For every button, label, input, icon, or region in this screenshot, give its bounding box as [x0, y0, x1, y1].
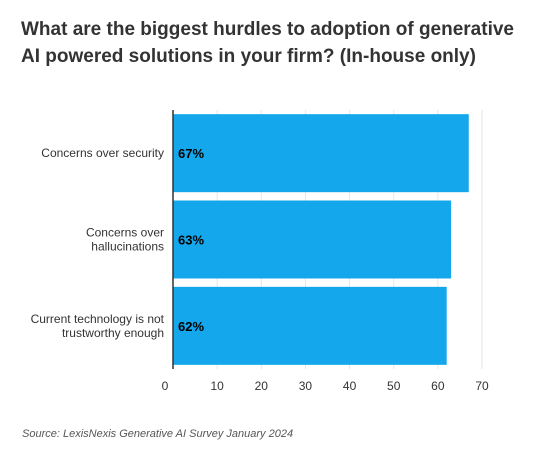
category-label: Concerns over security	[41, 146, 164, 160]
x-tick-label: 0	[162, 379, 169, 393]
x-tick-label: 30	[299, 379, 313, 393]
category-label: Current technology is not trustworthy eno…	[31, 312, 165, 340]
x-tick-labels: 0 10 20 30 40 50 60 70	[162, 379, 489, 393]
x-tick-label: 40	[343, 379, 357, 393]
bar	[173, 200, 452, 279]
x-tick-label: 70	[475, 379, 489, 393]
source-note: Source: LexisNexis Generative AI Survey …	[22, 428, 294, 440]
bar	[173, 114, 469, 193]
data-label: 63%	[178, 233, 204, 248]
x-tick-label: 50	[387, 379, 401, 393]
chart-title: What are the biggest hurdles to adoption…	[21, 19, 514, 67]
data-labels: 67% 63% 62%	[178, 146, 204, 334]
bar	[173, 286, 447, 365]
x-tick-label: 20	[255, 379, 269, 393]
x-tick-label: 60	[431, 379, 445, 393]
category-labels: Concerns over security Concerns over hallu…	[31, 146, 165, 340]
category-label: Concerns over hallucinations	[86, 226, 164, 254]
bar-chart: Concerns over security Concerns over hallu…	[31, 110, 489, 393]
bars	[173, 114, 469, 365]
data-label: 62%	[178, 319, 204, 334]
x-tick-label: 10	[210, 379, 224, 393]
data-label: 67%	[178, 146, 204, 161]
